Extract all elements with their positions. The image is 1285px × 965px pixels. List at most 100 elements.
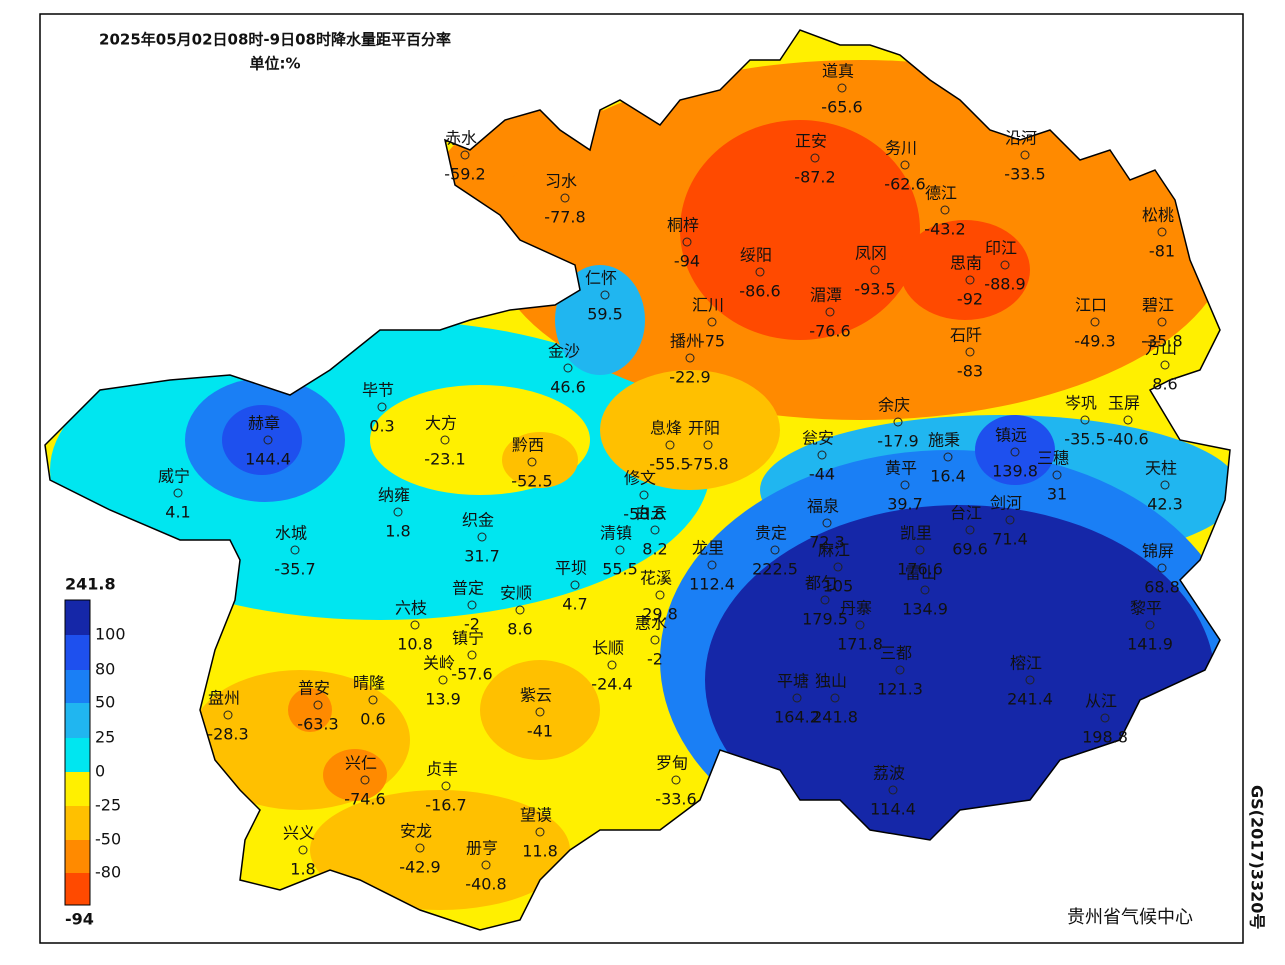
station-name: 镇宁 xyxy=(452,629,484,648)
station-marker xyxy=(607,660,617,670)
station-name: 贵定 xyxy=(755,524,787,543)
station-value: 59.5 xyxy=(587,305,623,324)
station-value: -87.2 xyxy=(794,168,835,187)
station-marker xyxy=(685,353,695,363)
station-value: 10.8 xyxy=(397,635,433,654)
station-name: 清镇 xyxy=(600,524,632,543)
station-marker xyxy=(650,525,660,535)
station-marker xyxy=(1020,150,1030,160)
station-name: 册亨 xyxy=(466,839,498,858)
station-marker xyxy=(943,452,953,462)
legend-label: 100 xyxy=(95,625,126,644)
station-value: 171.8 xyxy=(837,635,883,654)
station-value: 198.8 xyxy=(1082,728,1128,747)
station-name: 桐梓 xyxy=(667,216,699,235)
station-value: -55.5 xyxy=(649,455,690,474)
station-value: 4.7 xyxy=(562,595,587,614)
legend-label: -80 xyxy=(95,863,121,882)
station-marker xyxy=(855,620,865,630)
station-name: 仁怀 xyxy=(585,269,617,288)
station-marker xyxy=(1123,415,1133,425)
station-value: 8.6 xyxy=(507,620,532,639)
station-value: 144.4 xyxy=(245,450,291,469)
station-name: 贞丰 xyxy=(426,760,458,779)
station-name: 台江 xyxy=(950,504,982,523)
station-marker xyxy=(313,700,323,710)
station-marker xyxy=(1052,470,1062,480)
station-marker xyxy=(671,775,681,785)
station-name: 凯里 xyxy=(900,524,932,543)
station-name: 毕节 xyxy=(362,381,394,400)
station-name: 道真 xyxy=(822,62,854,81)
station-name: 岑巩 xyxy=(1065,394,1097,413)
station-value: -17.9 xyxy=(877,432,918,451)
station-value: -92 xyxy=(957,290,983,309)
station-marker xyxy=(615,545,625,555)
station-marker xyxy=(888,785,898,795)
station-value: -94 xyxy=(674,252,700,271)
station-name: 织金 xyxy=(462,511,494,530)
station-name: 从江 xyxy=(1085,692,1117,711)
station-value: 0.6 xyxy=(360,710,385,729)
station-value: -33.6 xyxy=(655,790,696,809)
station-marker xyxy=(415,843,425,853)
station-name: 望谟 xyxy=(520,806,552,825)
station-marker xyxy=(393,507,403,517)
legend-min: -94 xyxy=(65,910,94,929)
station-name: 平塘 xyxy=(777,672,809,691)
station-marker xyxy=(467,600,477,610)
station-marker xyxy=(1090,317,1100,327)
station-name: 福泉 xyxy=(807,497,839,516)
station-name: 盘州 xyxy=(208,689,240,708)
station-marker xyxy=(900,160,910,170)
station-value: -23.1 xyxy=(424,450,465,469)
side-label: GS(2017)3320号 xyxy=(1248,785,1267,929)
station-name: 汇川 xyxy=(692,296,724,315)
station-marker xyxy=(920,585,930,595)
station-name: 碧江 xyxy=(1142,296,1174,315)
station-value: 71.4 xyxy=(992,530,1028,549)
title: 2025年05月02日08时-9日08时降水量距平百分率 xyxy=(99,31,451,49)
station-marker xyxy=(527,457,537,467)
station-name: 都匀 xyxy=(805,574,837,593)
station-marker xyxy=(915,545,925,555)
station-name: 锦屏 xyxy=(1142,542,1174,561)
station-name: 安顺 xyxy=(500,584,532,603)
station-value: -41 xyxy=(527,722,553,741)
station-marker xyxy=(290,545,300,555)
station-name: 瓮安 xyxy=(802,429,834,448)
station-marker xyxy=(1145,620,1155,630)
station-marker xyxy=(1100,713,1110,723)
station-name: 松桃 xyxy=(1142,206,1174,225)
station-value: 31 xyxy=(1047,485,1067,504)
station-marker xyxy=(870,265,880,275)
station-marker xyxy=(477,532,487,542)
station-value: -93.5 xyxy=(854,280,895,299)
station-value: 39.7 xyxy=(887,495,923,514)
station-marker xyxy=(1160,480,1170,490)
station-name: 六枝 xyxy=(395,599,427,618)
station-value: 31.7 xyxy=(464,547,500,566)
station-name: 麻江 xyxy=(818,541,850,560)
station-value: 176.6 xyxy=(897,560,943,579)
station-value: 141.9 xyxy=(1127,635,1173,654)
station-value: -28.3 xyxy=(207,725,248,744)
station-name: 绥阳 xyxy=(740,246,772,265)
station-value: 55.5 xyxy=(602,560,638,579)
station-name: 紫云 xyxy=(520,686,552,705)
station-name: 龙里 xyxy=(692,539,724,558)
station-value: 121.3 xyxy=(877,680,923,699)
station-marker xyxy=(707,317,717,327)
station-name: 安龙 xyxy=(400,822,432,841)
station-value: -40.8 xyxy=(465,875,506,894)
station-name: 平坝 xyxy=(555,559,587,578)
station-value: -74.6 xyxy=(344,790,385,809)
station-marker xyxy=(600,290,610,300)
station-value: -62.6 xyxy=(884,175,925,194)
station-name: 播州 xyxy=(670,332,702,351)
station-value: 8.2 xyxy=(642,540,667,559)
legend-label: -25 xyxy=(95,796,121,815)
station-marker xyxy=(703,440,713,450)
legend-swatch xyxy=(65,635,90,670)
station-marker xyxy=(481,860,491,870)
